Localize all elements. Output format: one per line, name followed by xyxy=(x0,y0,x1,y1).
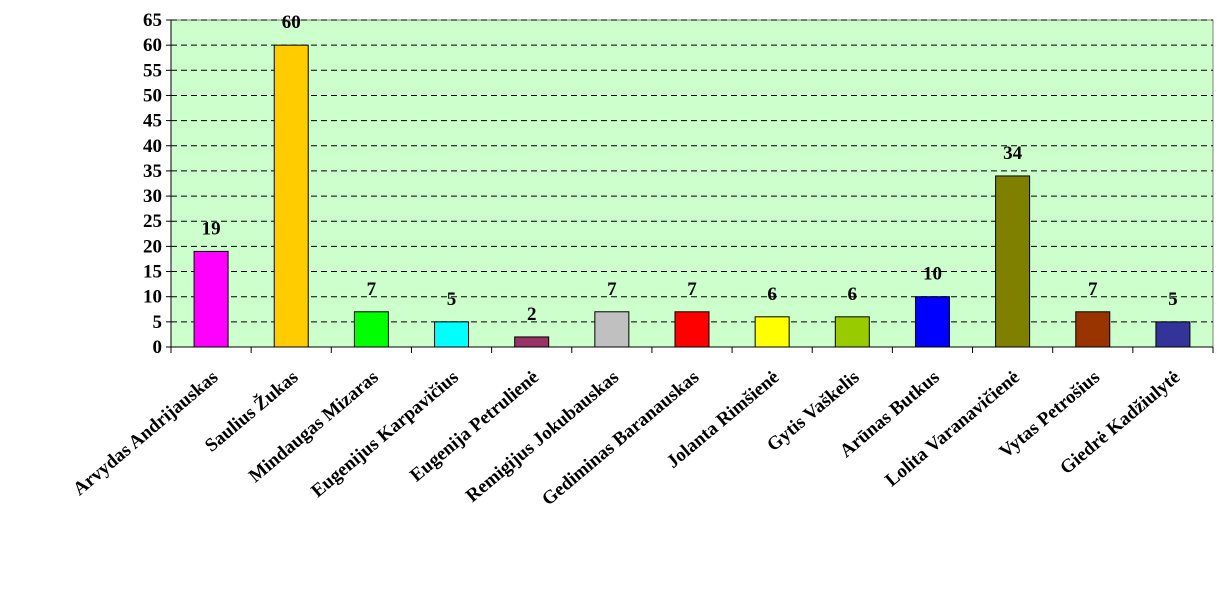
bar xyxy=(1155,321,1191,348)
x-tick-label: Mindaugas Mizaras xyxy=(245,367,383,487)
x-tick-label: Lolita Varanavičienė xyxy=(881,367,1023,491)
data-label: 6 xyxy=(767,284,777,305)
data-label: 7 xyxy=(687,279,697,300)
y-tick-label: 0 xyxy=(153,337,163,358)
bar xyxy=(754,316,790,348)
data-label: 6 xyxy=(848,284,858,305)
data-label: 2 xyxy=(527,304,537,325)
gridlines xyxy=(171,19,1213,323)
x-tick-label: Arvydas Andrijauskas xyxy=(69,367,222,500)
y-tick-label: 45 xyxy=(143,111,162,132)
bars xyxy=(193,44,1191,348)
y-tick-label: 15 xyxy=(143,262,162,283)
bar xyxy=(193,250,229,348)
bar xyxy=(995,175,1031,348)
bar xyxy=(273,44,309,348)
bar xyxy=(674,311,710,348)
bar xyxy=(434,321,470,348)
bar xyxy=(594,311,630,348)
y-tick-label: 30 xyxy=(143,186,162,207)
x-tick-label: Gediminas Baranauskas xyxy=(538,367,703,510)
y-tick-label: 10 xyxy=(143,287,162,308)
bar xyxy=(1075,311,1111,348)
plot-area xyxy=(170,19,1214,348)
y-tick-label: 35 xyxy=(143,161,162,182)
bar xyxy=(834,316,870,348)
y-tick-label: 65 xyxy=(143,10,162,31)
x-tick-label: Eugenijus Karpavičius xyxy=(307,367,462,502)
data-label: 7 xyxy=(1088,279,1098,300)
y-tick-label: 5 xyxy=(153,312,163,333)
data-label: 5 xyxy=(447,289,457,310)
bar xyxy=(353,311,389,348)
data-label: 60 xyxy=(282,12,301,33)
y-tick-label: 60 xyxy=(143,35,162,56)
data-label: 19 xyxy=(202,218,221,239)
y-tick-label: 40 xyxy=(143,136,162,157)
y-tick-label: 25 xyxy=(143,211,162,232)
data-label: 7 xyxy=(607,279,617,300)
bar xyxy=(514,336,550,348)
data-label: 10 xyxy=(923,264,942,285)
y-tick-label: 50 xyxy=(143,85,162,106)
x-tick-label: Remigijus Jokubauskas xyxy=(462,367,623,507)
data-label: 7 xyxy=(367,279,377,300)
axes xyxy=(166,19,1214,353)
y-tick-label: 55 xyxy=(143,60,162,81)
y-tick-label: 20 xyxy=(143,236,162,257)
bar xyxy=(914,296,950,348)
data-label: 5 xyxy=(1168,289,1178,310)
data-label: 34 xyxy=(1003,143,1023,164)
